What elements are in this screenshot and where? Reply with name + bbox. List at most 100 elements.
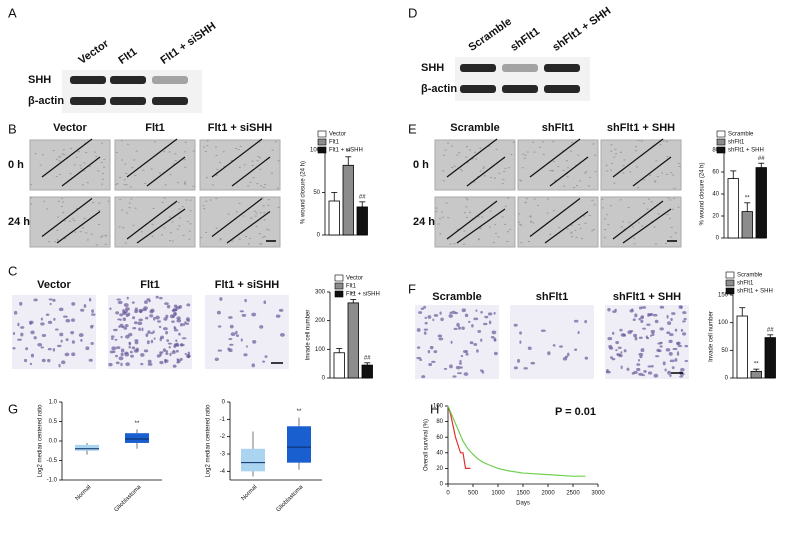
texture	[541, 141, 544, 143]
texture	[103, 166, 106, 168]
texture	[615, 153, 618, 155]
blot-band	[70, 97, 106, 105]
cell	[615, 349, 618, 352]
cell	[670, 317, 673, 321]
texture	[83, 162, 86, 164]
cell	[132, 316, 136, 320]
cell	[71, 352, 76, 357]
invasion-image	[605, 305, 689, 379]
texture	[74, 231, 77, 233]
texture	[101, 183, 104, 185]
texture	[186, 221, 189, 223]
texture	[620, 151, 623, 153]
texture	[264, 183, 267, 185]
texture	[651, 221, 654, 223]
cell	[186, 303, 191, 307]
panel-letter: C	[8, 263, 17, 278]
cell	[163, 317, 168, 321]
lane-label: shFlt1 + SHH	[551, 5, 614, 54]
texture	[669, 199, 672, 201]
texture	[530, 221, 533, 223]
cell	[165, 352, 169, 355]
column-label: Scramble	[432, 291, 482, 303]
cell	[484, 315, 489, 319]
y-tick-label: -3	[220, 452, 226, 458]
legend-swatch	[716, 138, 726, 146]
cell	[25, 347, 29, 351]
cell	[124, 324, 129, 328]
cell	[172, 364, 177, 368]
texture	[56, 229, 59, 231]
cell	[48, 298, 53, 301]
texture	[437, 223, 440, 225]
texture	[63, 154, 66, 156]
cell	[279, 332, 285, 337]
y-tick-label: 0	[716, 236, 720, 242]
cell	[652, 313, 658, 317]
blot-band	[110, 97, 146, 105]
box	[75, 444, 99, 451]
cell	[676, 342, 680, 345]
texture	[85, 232, 88, 234]
y-axis-label: % wound closure (24 h)	[700, 162, 706, 225]
texture	[182, 234, 185, 236]
texture	[135, 150, 138, 152]
cell	[513, 366, 518, 370]
cell	[461, 326, 465, 330]
texture	[562, 169, 565, 171]
texture	[571, 142, 574, 144]
texture	[481, 216, 484, 218]
texture	[178, 208, 181, 210]
texture	[601, 198, 604, 200]
texture	[605, 164, 608, 166]
texture	[507, 197, 510, 199]
texture	[81, 227, 84, 229]
texture	[637, 187, 640, 189]
texture	[77, 151, 80, 153]
texture	[667, 197, 670, 199]
cell	[137, 321, 143, 326]
cell	[650, 329, 656, 334]
panel-letter: B	[8, 121, 17, 136]
cell	[37, 343, 43, 347]
texture	[123, 179, 126, 181]
cell	[109, 350, 114, 354]
legend-label: shFlt1	[728, 140, 745, 146]
texture	[174, 153, 177, 155]
texture	[104, 243, 107, 245]
cell	[134, 340, 139, 345]
texture	[613, 182, 616, 184]
texture	[646, 208, 649, 210]
texture	[504, 223, 507, 225]
x-tick-label: 2500	[566, 491, 580, 497]
cell	[129, 350, 133, 354]
column-label: shFlt1	[536, 291, 568, 303]
cell	[29, 320, 34, 325]
cell	[634, 313, 638, 318]
cell	[668, 351, 673, 356]
cell	[634, 336, 638, 341]
texture	[176, 182, 179, 184]
texture	[441, 216, 444, 218]
texture	[202, 205, 205, 207]
cell	[156, 354, 161, 358]
texture	[512, 141, 515, 143]
texture	[479, 228, 482, 230]
texture	[219, 238, 222, 240]
texture	[181, 206, 184, 208]
cell	[645, 335, 648, 339]
cell	[243, 353, 248, 357]
texture	[79, 164, 82, 166]
texture	[97, 170, 100, 172]
cell	[65, 318, 71, 323]
texture	[459, 168, 462, 170]
cell	[519, 331, 523, 335]
cell	[614, 308, 617, 312]
cell	[173, 325, 176, 330]
cell	[157, 320, 161, 323]
texture	[150, 168, 153, 170]
significance-marker: ##	[364, 355, 371, 361]
texture	[604, 229, 607, 231]
texture	[98, 202, 101, 204]
legend-swatch	[317, 130, 327, 138]
